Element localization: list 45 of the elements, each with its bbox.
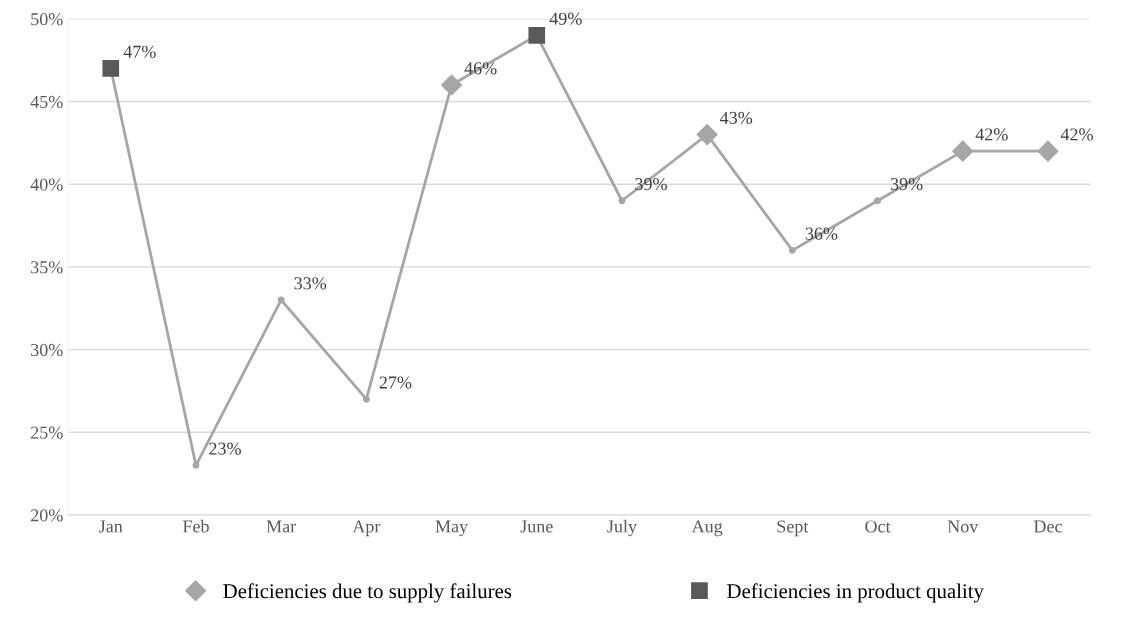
point bbox=[1037, 140, 1059, 162]
y-tick-label: 25% bbox=[31, 426, 63, 439]
data-label: 42% bbox=[975, 128, 1008, 141]
x-tick-label: Sept bbox=[777, 520, 809, 537]
x-tick-label: Oct bbox=[865, 520, 891, 533]
point bbox=[528, 27, 546, 44]
point bbox=[277, 296, 285, 304]
data-label: 27% bbox=[379, 376, 412, 389]
data-label: 47% bbox=[123, 45, 156, 58]
x-tick-label: Feb bbox=[182, 519, 209, 533]
data-label: 23% bbox=[209, 442, 241, 455]
data-label: 39% bbox=[890, 177, 923, 191]
point bbox=[192, 461, 200, 469]
data-label: 42% bbox=[1060, 128, 1093, 141]
point bbox=[788, 246, 796, 254]
data-label: 36% bbox=[805, 227, 838, 240]
data-label: 39% bbox=[635, 177, 667, 191]
data-label: 33% bbox=[294, 277, 327, 290]
y-tick-label: 45% bbox=[30, 95, 63, 109]
y-tick-label: 30% bbox=[31, 343, 63, 357]
legend-label: Deficiencies in product quality bbox=[727, 583, 984, 603]
point bbox=[362, 395, 370, 403]
x-tick-label: Aug bbox=[691, 520, 723, 537]
x-tick-label: Mar bbox=[266, 520, 297, 533]
y-tick-label: 40% bbox=[30, 178, 63, 191]
point bbox=[441, 74, 463, 96]
point bbox=[696, 124, 718, 146]
y-tick-label: 50% bbox=[31, 13, 63, 26]
legend-label: Deficiencies due to supply failures bbox=[223, 583, 512, 603]
x-tick-label: May bbox=[435, 520, 469, 537]
data-label: 46% bbox=[464, 62, 497, 75]
x-tick-label: Nov bbox=[947, 520, 979, 533]
x-tick-label: July bbox=[607, 519, 637, 537]
y-tick-label: 35% bbox=[31, 261, 63, 274]
point bbox=[102, 60, 120, 77]
x-tick-label: June bbox=[520, 520, 553, 533]
x-tick-label: Dec bbox=[1033, 520, 1062, 533]
x-tick-label: Jan bbox=[99, 520, 123, 533]
point bbox=[952, 140, 974, 162]
point bbox=[618, 197, 626, 205]
x-tick-label: Apr bbox=[352, 520, 381, 537]
y-tick-label: 20% bbox=[31, 509, 63, 522]
data-label: 43% bbox=[720, 111, 753, 125]
point bbox=[874, 197, 882, 205]
data-label: 49% bbox=[549, 12, 582, 25]
